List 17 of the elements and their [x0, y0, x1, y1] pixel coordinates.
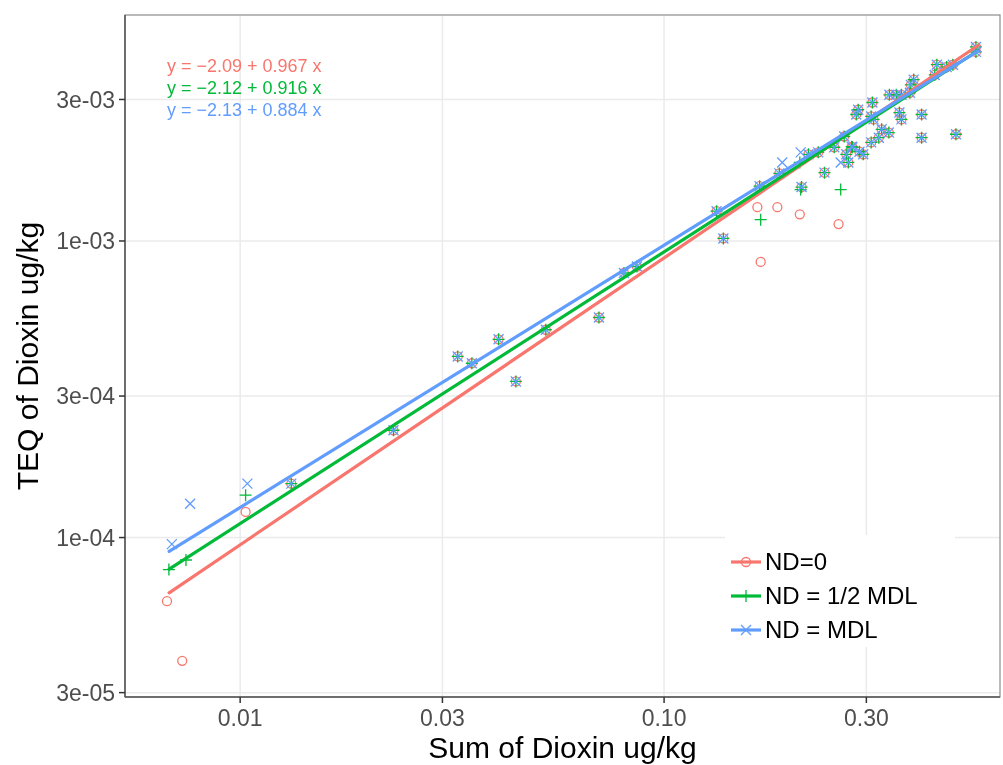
x-tick-label: 0.30 — [843, 705, 889, 731]
x-tick-label: 0.03 — [420, 705, 465, 731]
legend-label: ND = 1/2 MDL — [765, 582, 918, 610]
x-axis-title: Sum of Dioxin ug/kg — [428, 731, 697, 764]
x-tick-label: 0.01 — [217, 705, 263, 731]
legend-label: ND=0 — [765, 548, 828, 576]
legend-label: ND = MDL — [765, 616, 878, 644]
annotation: y = −2.12 + 0.916 x — [167, 78, 322, 98]
y-tick-label: 1e-04 — [56, 524, 116, 551]
y-tick-label: 3e-03 — [56, 86, 115, 113]
annotation: y = −2.09 + 0.967 x — [167, 56, 322, 76]
x-tick-label: 0.10 — [641, 705, 687, 731]
annotation: y = −2.13 + 0.884 x — [167, 100, 322, 120]
y-tick-label: 3e-05 — [56, 679, 115, 706]
y-tick-label: 3e-04 — [56, 383, 116, 410]
y-tick-label: 1e-03 — [56, 228, 115, 255]
y-axis-title: TEQ of Dioxin ug/kg — [11, 221, 44, 491]
